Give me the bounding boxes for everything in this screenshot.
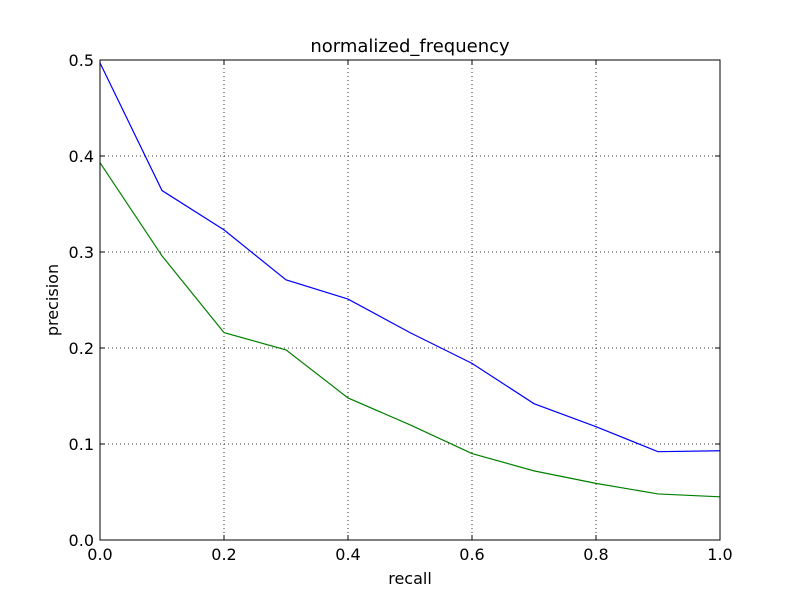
x-tick-label: 1.0: [707, 545, 732, 564]
chart-title: normalized_frequency: [310, 36, 510, 57]
x-tick-label: 0.0: [87, 545, 112, 564]
grid-lines: [100, 60, 720, 540]
y-tick-label: 0.5: [69, 51, 94, 70]
y-tick-label: 0.1: [69, 435, 94, 454]
plot-background: [100, 60, 720, 540]
y-tick-label: 0.0: [69, 531, 94, 550]
series-line-1: [99, 62, 721, 453]
x-tick-label: 0.6: [459, 545, 484, 564]
x-tick-label: 0.8: [583, 545, 608, 564]
y-axis-label: precision: [43, 264, 62, 336]
y-tick-label: 0.3: [69, 243, 94, 262]
y-tick-label: 0.2: [69, 339, 94, 358]
x-axis-label: recall: [388, 569, 432, 588]
series-lines: [99, 62, 721, 498]
axis-ticks: 0.0 0.2 0.4 0.6 0.8 1.0 0.0 0.1 0.2 0.3 0.4 0.5: [69, 51, 733, 564]
x-tick-label: 0.4: [335, 545, 360, 564]
series-line-2: [99, 162, 721, 498]
plot-frame: [99, 59, 721, 541]
y-tick-label: 0.4: [69, 147, 94, 166]
x-tick-label: 0.2: [211, 545, 236, 564]
